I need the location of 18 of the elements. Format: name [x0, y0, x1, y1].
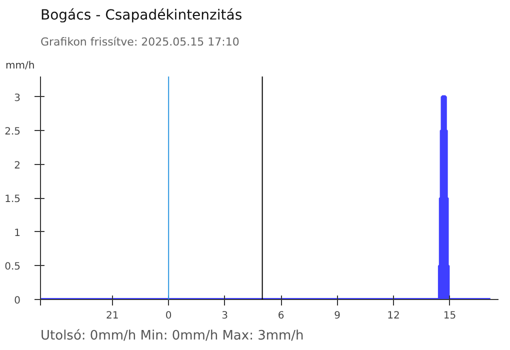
chart-title: Bogács - Csapadékintenzitás [40, 8, 242, 24]
x-tick-label: 9 [334, 310, 340, 322]
x-tick-label: 6 [278, 310, 284, 322]
x-tick-label: 12 [387, 310, 400, 322]
y-tick-label: 2 [14, 160, 21, 172]
y-tick-label: 3 [14, 92, 21, 104]
text: Utolsó: 0mm/h Min: 0mm/h Max: 3mm/h [40, 328, 304, 344]
y-tick-label: 1.5 [4, 194, 21, 206]
x-tick-label: 0 [165, 310, 172, 322]
y-tick-label: 2.5 [4, 126, 21, 138]
x-tick-label: 21 [106, 310, 119, 322]
y-axis-title: mm/h [6, 60, 35, 72]
x-tick-label: 3 [222, 310, 228, 322]
y-tick-label: 0 [14, 296, 21, 306]
x-tick-label: 15 [443, 310, 456, 322]
chart-subtitle: Grafikon frissítve: 2025.05.15 17:10 [40, 36, 240, 48]
y-tick-label: 1 [14, 228, 21, 239]
y-tick-label: 0.5 [4, 262, 21, 273]
